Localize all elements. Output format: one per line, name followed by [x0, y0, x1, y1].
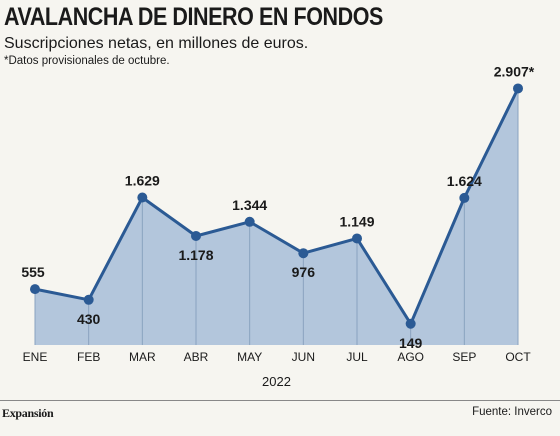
data-point-ago	[405, 318, 416, 329]
x-tick-label-oct: OCT	[505, 350, 531, 364]
footer-divider	[0, 400, 560, 401]
data-label-jul: 1.149	[339, 213, 374, 229]
x-tick-label-mar: MAR	[129, 350, 156, 364]
data-label-ene: 555	[21, 264, 45, 280]
data-point-oct	[513, 83, 523, 94]
x-axis-labels: ENE FEB MAR ABR MAY JUN JUL AGO SEP OCT	[23, 350, 532, 364]
data-label-jun: 976	[292, 264, 316, 280]
x-tick-label-jun: JUN	[292, 350, 315, 364]
x-tick-label-ago: AGO	[397, 350, 424, 364]
line-area-chart: 555 430 1.629 1.178 1.344 976 1.149 149 1.624 2.9…	[21, 63, 534, 389]
x-tick-label-may: MAY	[237, 350, 262, 364]
x-tick-label-sep: SEP	[452, 350, 476, 364]
x-axis-title: 2022	[262, 374, 291, 389]
source-credit: Fuente: Inverco	[472, 406, 552, 418]
data-point-sep	[459, 192, 470, 203]
publisher-logo: Expansión	[2, 406, 54, 420]
x-tick-label-feb: FEB	[77, 350, 100, 364]
data-point-abr	[191, 230, 201, 241]
series-markers	[30, 83, 523, 329]
data-point-jul	[352, 233, 362, 244]
data-point-feb	[83, 294, 94, 305]
data-point-mar	[137, 192, 148, 203]
data-label-feb: 430	[77, 311, 101, 327]
provisional-note: *Datos provisionales de octubre.	[4, 55, 170, 67]
data-label-may: 1.344	[232, 197, 267, 213]
data-label-ago: 149	[399, 335, 423, 351]
x-tick-label-abr: ABR	[184, 350, 209, 364]
x-tick-label-jul: JUL	[346, 350, 368, 364]
x-tick-label-ene: ENE	[23, 350, 48, 364]
data-label-mar: 1.629	[125, 172, 160, 188]
data-label-oct: 2.907*	[494, 63, 535, 79]
data-point-may	[244, 216, 255, 227]
data-point-ene	[30, 284, 40, 295]
area-fill	[35, 88, 518, 345]
chart-title: AVALANCHA DE DINERO EN FONDOS	[4, 3, 383, 31]
data-labels: 555 430 1.629 1.178 1.344 976 1.149 149 1.624 2.9…	[21, 63, 534, 350]
series-line	[34, 87, 520, 326]
data-point-jun	[298, 248, 309, 259]
chart-subtitle: Suscripciones netas, en millones de euro…	[4, 35, 309, 52]
data-label-sep: 1.624	[447, 173, 482, 189]
data-label-abr: 1.178	[178, 247, 213, 263]
